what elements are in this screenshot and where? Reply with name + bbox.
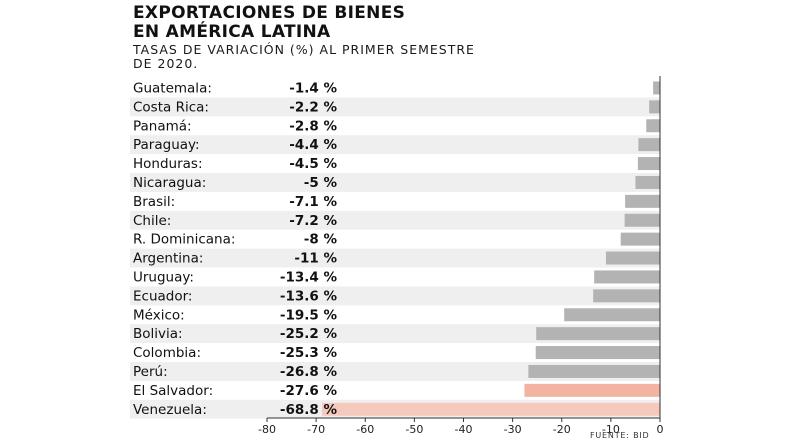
category-label: Venezuela: [133,402,207,418]
value-label: -13.6 % [280,288,338,304]
bar [635,175,660,189]
bar [564,308,660,322]
row-band [130,97,660,117]
category-label: Uruguay: [133,269,194,285]
category-label: Nicaragua: [133,175,206,191]
value-label: -7.1 % [289,194,337,210]
row-band [130,135,660,155]
category-label: Perú: [133,364,168,380]
value-label: -13.4 % [280,269,338,285]
category-label: Paraguay: [133,137,200,153]
category-label: Costa Rica: [133,99,209,115]
bar [605,251,660,265]
bar [637,157,660,171]
bar [620,232,660,246]
value-label: -4.4 % [289,137,337,153]
category-label: Chile: [133,213,171,229]
chart-title: EXPORTACIONES DE BIENES EN AMÉRICA LATIN… [133,4,405,42]
bar [594,270,660,284]
subtitle-line-2: DE 2020. [133,56,199,71]
bar [322,402,660,416]
value-label: -26.8 % [280,364,338,380]
category-label: El Salvador: [133,383,213,399]
value-label: -25.2 % [280,326,338,342]
value-label: -19.5 % [280,307,338,323]
bar [624,213,660,227]
bar [528,364,660,378]
chart-subtitle: TASAS DE VARIACIÓN (%) AL PRIMER SEMESTR… [133,43,475,71]
value-label: -5 % [304,175,338,191]
bar [593,289,660,303]
bar [653,81,660,95]
value-label: -27.6 % [280,383,338,399]
bar [638,138,660,152]
value-label: -7.2 % [289,213,337,229]
row-band [130,173,660,192]
category-label: Brasil: [133,194,175,210]
row-band [130,324,660,344]
category-label: Honduras: [133,156,203,172]
category-label: Panamá: [133,118,192,134]
title-line-1: EXPORTACIONES DE BIENES [133,3,406,23]
category-label: México: [133,307,185,323]
category-label: Colombia: [133,345,201,361]
category-label: Ecuador: [133,288,192,304]
row-band [130,248,660,268]
x-tick-label: -20 [553,423,571,436]
bar [649,100,660,114]
source-note: FUENTE: BID [590,431,650,440]
category-label: Guatemala: [133,80,212,96]
bar [536,327,660,341]
row-band [130,210,660,230]
category-label: Bolivia: [133,326,183,342]
subtitle-line-1: TASAS DE VARIACIÓN (%) AL PRIMER SEMESTR… [133,42,475,57]
value-label: -8 % [304,232,338,248]
x-tick-label: -60 [356,423,374,436]
row-band [130,362,660,381]
x-tick-label: -70 [307,423,325,436]
bar [646,119,660,133]
bar [625,194,660,208]
value-label: -25.3 % [280,345,338,361]
value-label: -2.2 % [289,99,337,115]
value-label: -2.8 % [289,118,337,134]
category-label: R. Dominicana: [133,232,235,248]
value-label: -1.4 % [289,80,337,96]
title-line-2: EN AMÉRICA LATINA [133,22,331,42]
x-tick-label: -10 [602,423,620,436]
value-label: -68.8 % [280,402,338,418]
x-tick-label: -30 [504,423,522,436]
x-tick-label: -40 [455,423,473,436]
x-tick-label: -50 [405,423,423,436]
value-label: -11 % [294,251,337,267]
category-label: Argentina: [133,251,203,267]
bar [535,346,660,360]
value-label: -4.5 % [289,156,337,172]
x-tick-label: 0 [657,423,664,436]
row-band [130,286,660,306]
bar [524,383,660,397]
x-tick-label: -80 [258,423,276,436]
